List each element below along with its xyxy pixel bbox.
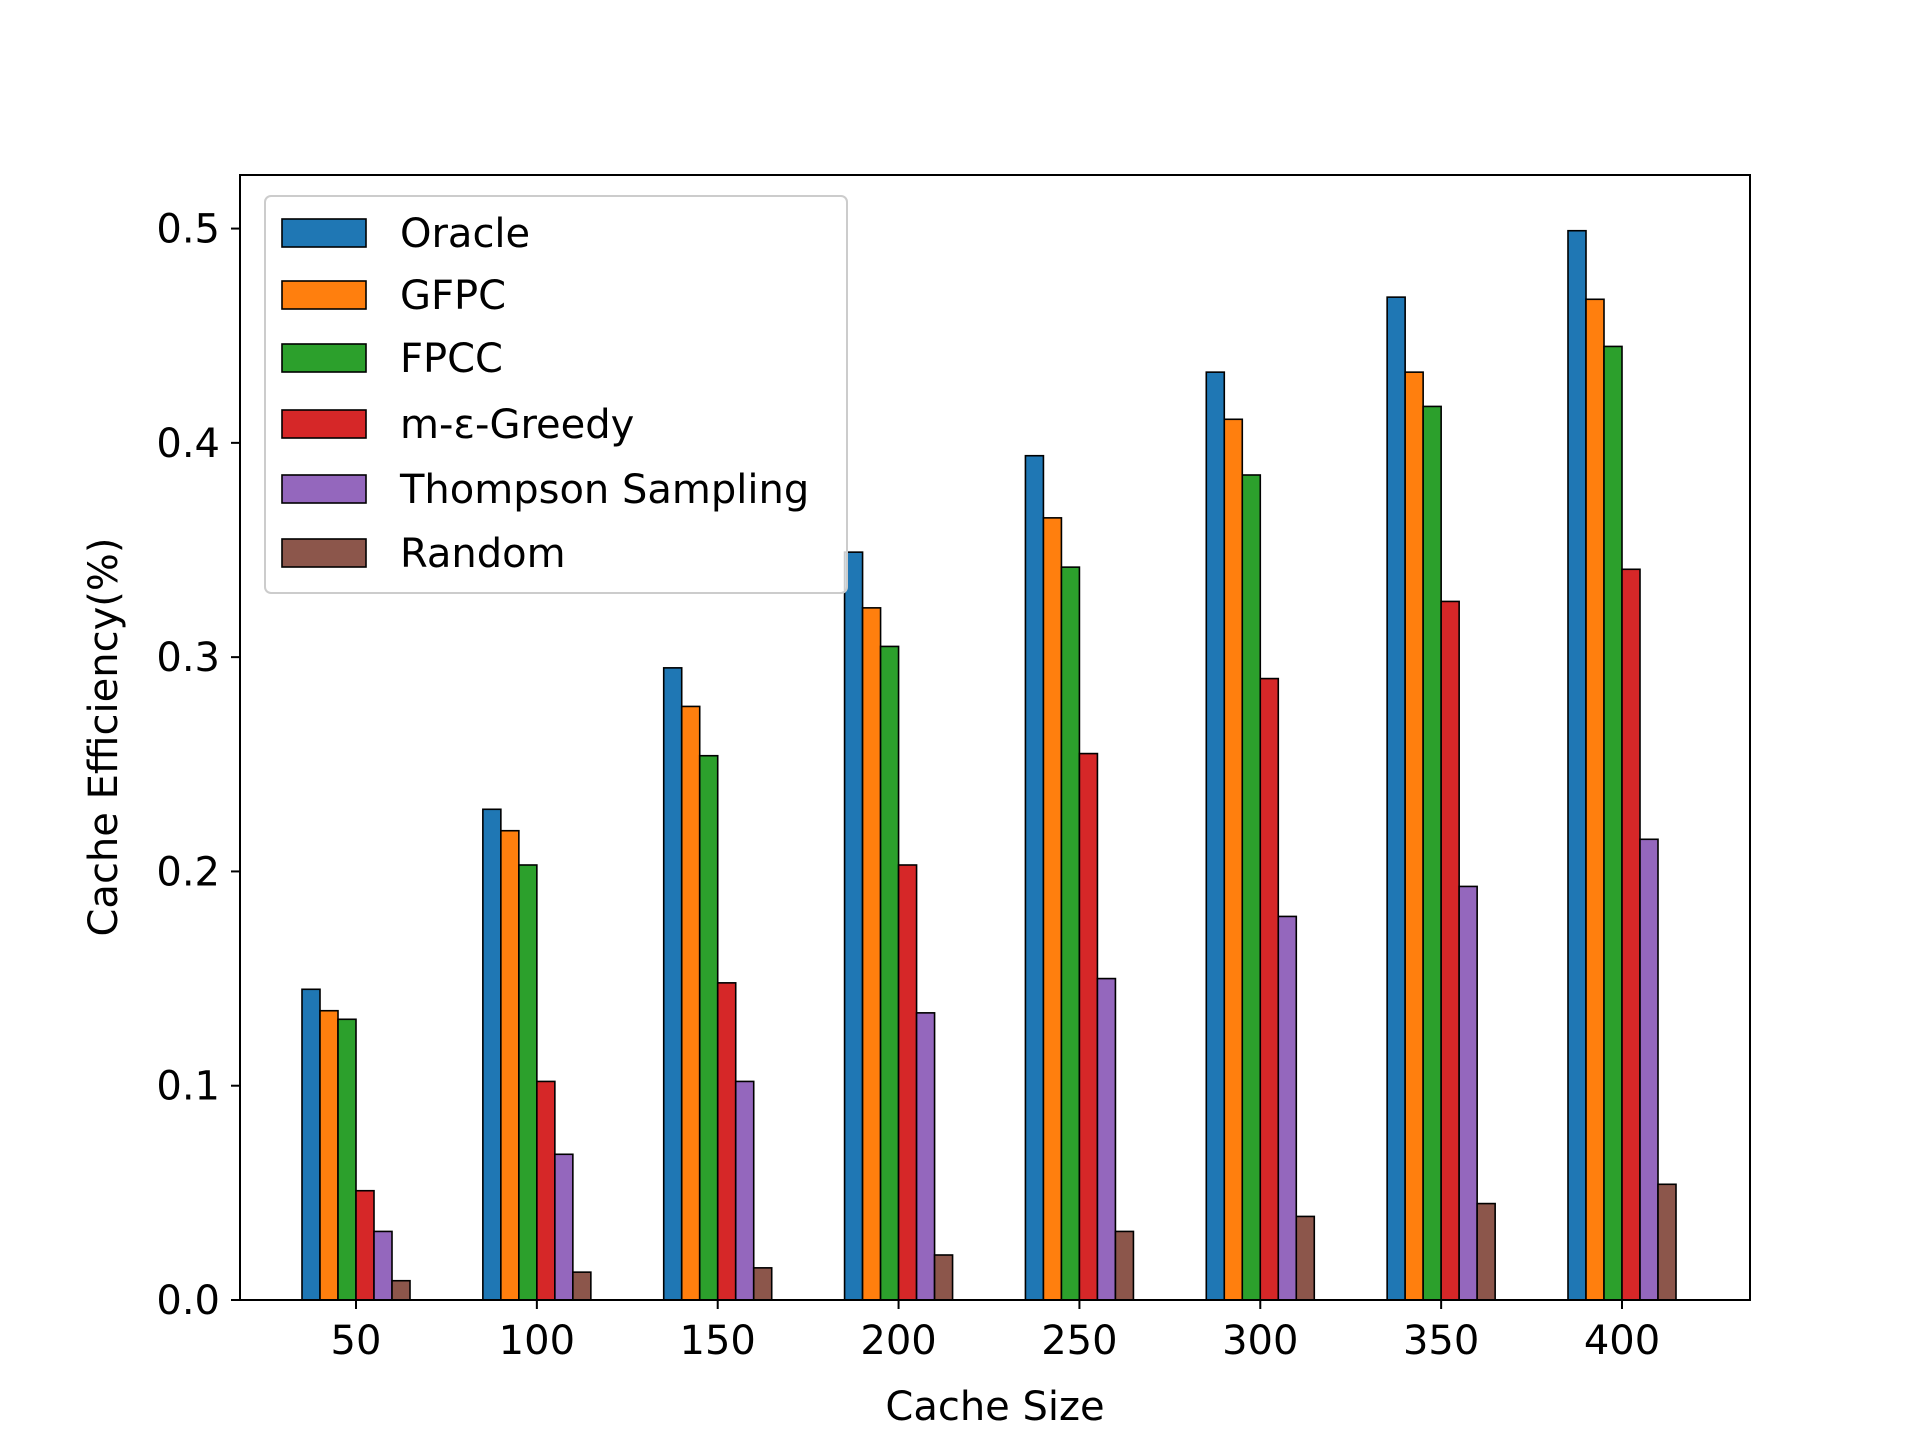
- bar-m-greedy-350: [1440, 600, 1460, 1301]
- x-tick-label: 200: [860, 1318, 936, 1364]
- bar-gfpc-50: [319, 1009, 339, 1301]
- legend-swatch-fpcc: [281, 343, 367, 373]
- bar-oracle-250: [1024, 454, 1045, 1301]
- bar-random-250: [1114, 1230, 1135, 1301]
- bar-gfpc-150: [680, 705, 701, 1301]
- bar-fpcc-200: [879, 645, 900, 1301]
- bar-oracle-400: [1567, 229, 1587, 1301]
- y-tick-label: 0.0: [156, 1278, 220, 1324]
- bar-random-150: [752, 1267, 773, 1301]
- legend-swatch-oracle: [281, 218, 367, 248]
- bar-m-greedy-150: [716, 982, 737, 1301]
- x-axis-ticks: 50 100 150 200 250 300 350 400: [331, 1300, 1660, 1364]
- y-tick-label: 0.3: [156, 635, 220, 681]
- y-tick-label: 0.2: [156, 849, 220, 895]
- bar-random-400: [1657, 1183, 1677, 1301]
- legend-swatch-thompson-sampling: [281, 474, 367, 504]
- bar-gfpc-350: [1404, 371, 1424, 1301]
- bar-thompson-sampling-200: [915, 1012, 936, 1301]
- y-tick-label: 0.1: [156, 1064, 220, 1110]
- legend-swatch-random: [281, 538, 367, 568]
- bar-m-greedy-300: [1259, 677, 1280, 1301]
- bar-gfpc-250: [1042, 517, 1063, 1301]
- legend-frame: [264, 195, 848, 594]
- bar-thompson-sampling-350: [1458, 885, 1478, 1301]
- bar-fpcc-350: [1422, 405, 1442, 1301]
- bar-random-300: [1295, 1215, 1316, 1301]
- bar-random-200: [933, 1254, 954, 1301]
- x-tick-label: 400: [1584, 1318, 1660, 1364]
- y-tick-label: 0.5: [156, 207, 220, 253]
- bar-oracle-300: [1205, 371, 1226, 1301]
- x-tick-label: 150: [680, 1318, 756, 1364]
- bar-oracle-150: [662, 667, 683, 1301]
- bar-fpcc-150: [698, 754, 719, 1301]
- bar-fpcc-300: [1241, 474, 1262, 1301]
- legend-label: FPCC: [400, 336, 503, 382]
- bar-random-50: [391, 1279, 411, 1301]
- legend-label: Thompson Sampling: [399, 467, 809, 513]
- legend-label: Oracle: [400, 211, 530, 257]
- bar-gfpc-300: [1223, 418, 1244, 1301]
- bar-thompson-sampling-50: [373, 1230, 393, 1301]
- bar-gfpc-400: [1585, 298, 1605, 1301]
- bar-gfpc-200: [861, 607, 882, 1301]
- bar-thompson-sampling-150: [734, 1080, 755, 1301]
- bar-oracle-100: [482, 808, 502, 1301]
- bar-random-350: [1476, 1202, 1496, 1301]
- y-tick-label: 0.4: [156, 421, 220, 467]
- bar-fpcc-400: [1603, 345, 1623, 1301]
- legend: Oracle GFPC FPCC m-ε-Greedy Thompson Samplin…: [264, 195, 848, 594]
- x-tick-label: 50: [331, 1318, 382, 1364]
- x-tick-label: 300: [1222, 1318, 1298, 1364]
- legend-label: Random: [400, 531, 566, 577]
- bar-m-greedy-200: [897, 864, 918, 1301]
- bar-random-100: [572, 1271, 592, 1301]
- bar-thompson-sampling-400: [1639, 838, 1659, 1301]
- legend-label: m-ε-Greedy: [400, 402, 634, 448]
- bar-fpcc-100: [518, 864, 538, 1301]
- bar-fpcc-250: [1060, 566, 1081, 1301]
- legend-swatch-gfpc: [281, 280, 367, 310]
- bar-fpcc-50: [337, 1018, 357, 1301]
- legend-label: GFPC: [400, 273, 506, 319]
- y-axis-ticks: 0.0 0.1 0.2 0.3 0.4 0.5: [156, 207, 240, 1324]
- bar-oracle-200: [843, 551, 864, 1301]
- y-axis-label: Cache Efficiency(%): [81, 537, 127, 936]
- plot-frame: [239, 174, 1751, 1301]
- bar-gfpc-100: [500, 829, 520, 1301]
- legend-swatch-m-greedy: [281, 409, 367, 439]
- bar-thompson-sampling-250: [1096, 977, 1117, 1301]
- x-tick-label: 350: [1403, 1318, 1479, 1364]
- x-tick-label: 250: [1041, 1318, 1117, 1364]
- x-axis-label: Cache Size: [885, 1384, 1104, 1430]
- x-tick-label: 100: [499, 1318, 575, 1364]
- bar-m-greedy-50: [355, 1189, 375, 1301]
- bar-m-greedy-100: [536, 1080, 556, 1301]
- bar-oracle-350: [1386, 296, 1406, 1301]
- bar-oracle-50: [301, 988, 321, 1301]
- bar-thompson-sampling-300: [1277, 915, 1298, 1301]
- bar-thompson-sampling-100: [554, 1153, 574, 1301]
- bar-m-greedy-400: [1621, 568, 1641, 1301]
- bar-m-greedy-250: [1078, 752, 1099, 1301]
